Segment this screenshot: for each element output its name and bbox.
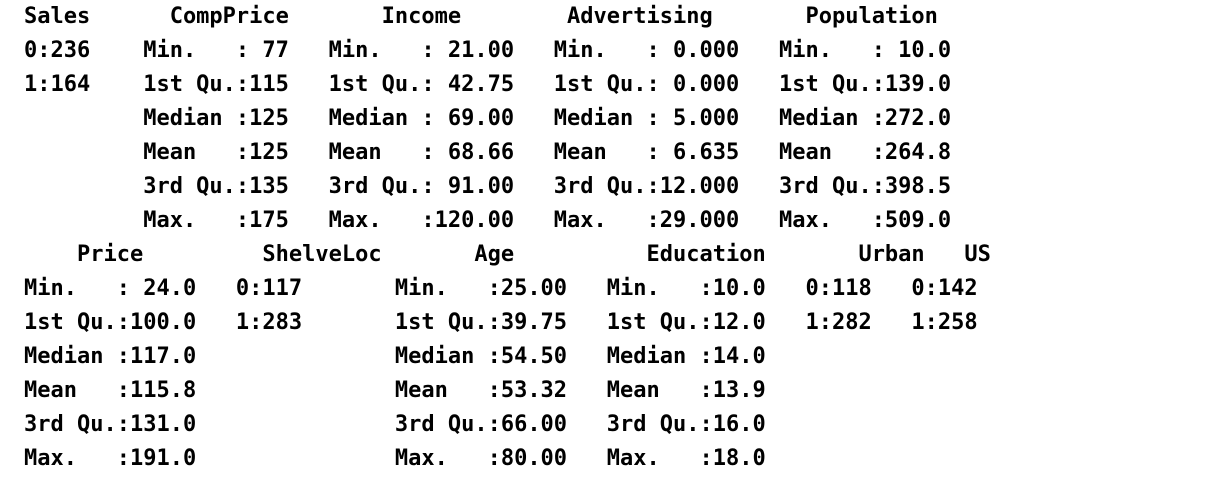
summary-row: 1:164 1st Qu.:115 1st Qu.: 42.75 1st Qu.…	[24, 72, 952, 97]
summary-row: Max. :191.0 Max. :80.00 Max. :18.0	[24, 446, 766, 471]
summary-row: Min. : 24.0 0:117 Min. :25.00 Min. :10.0…	[24, 276, 978, 301]
summary-row: 3rd Qu.:131.0 3rd Qu.:66.00 3rd Qu.:16.0	[24, 412, 766, 437]
summary-row: 3rd Qu.:135 3rd Qu.: 91.00 3rd Qu.:12.00…	[24, 174, 952, 199]
summary-row: Mean :125 Mean : 68.66 Mean : 6.635 Mean…	[24, 140, 952, 165]
summary-row: 1st Qu.:100.0 1:283 1st Qu.:39.75 1st Qu…	[24, 310, 978, 335]
summary-row: Median :117.0 Median :54.50 Median :14.0	[24, 344, 766, 369]
summary-header-row-1: Sales CompPrice Income Advertising Popul…	[24, 4, 938, 29]
r-summary-console-output: Sales CompPrice Income Advertising Popul…	[24, 0, 991, 476]
summary-row: Mean :115.8 Mean :53.32 Mean :13.9	[24, 378, 766, 403]
summary-row: Median :125 Median : 69.00 Median : 5.00…	[24, 106, 952, 131]
summary-row: Max. :175 Max. :120.00 Max. :29.000 Max.…	[24, 208, 952, 233]
summary-header-row-2: Price ShelveLoc Age Education Urban US	[24, 242, 991, 267]
summary-row: 0:236 Min. : 77 Min. : 21.00 Min. : 0.00…	[24, 38, 952, 63]
